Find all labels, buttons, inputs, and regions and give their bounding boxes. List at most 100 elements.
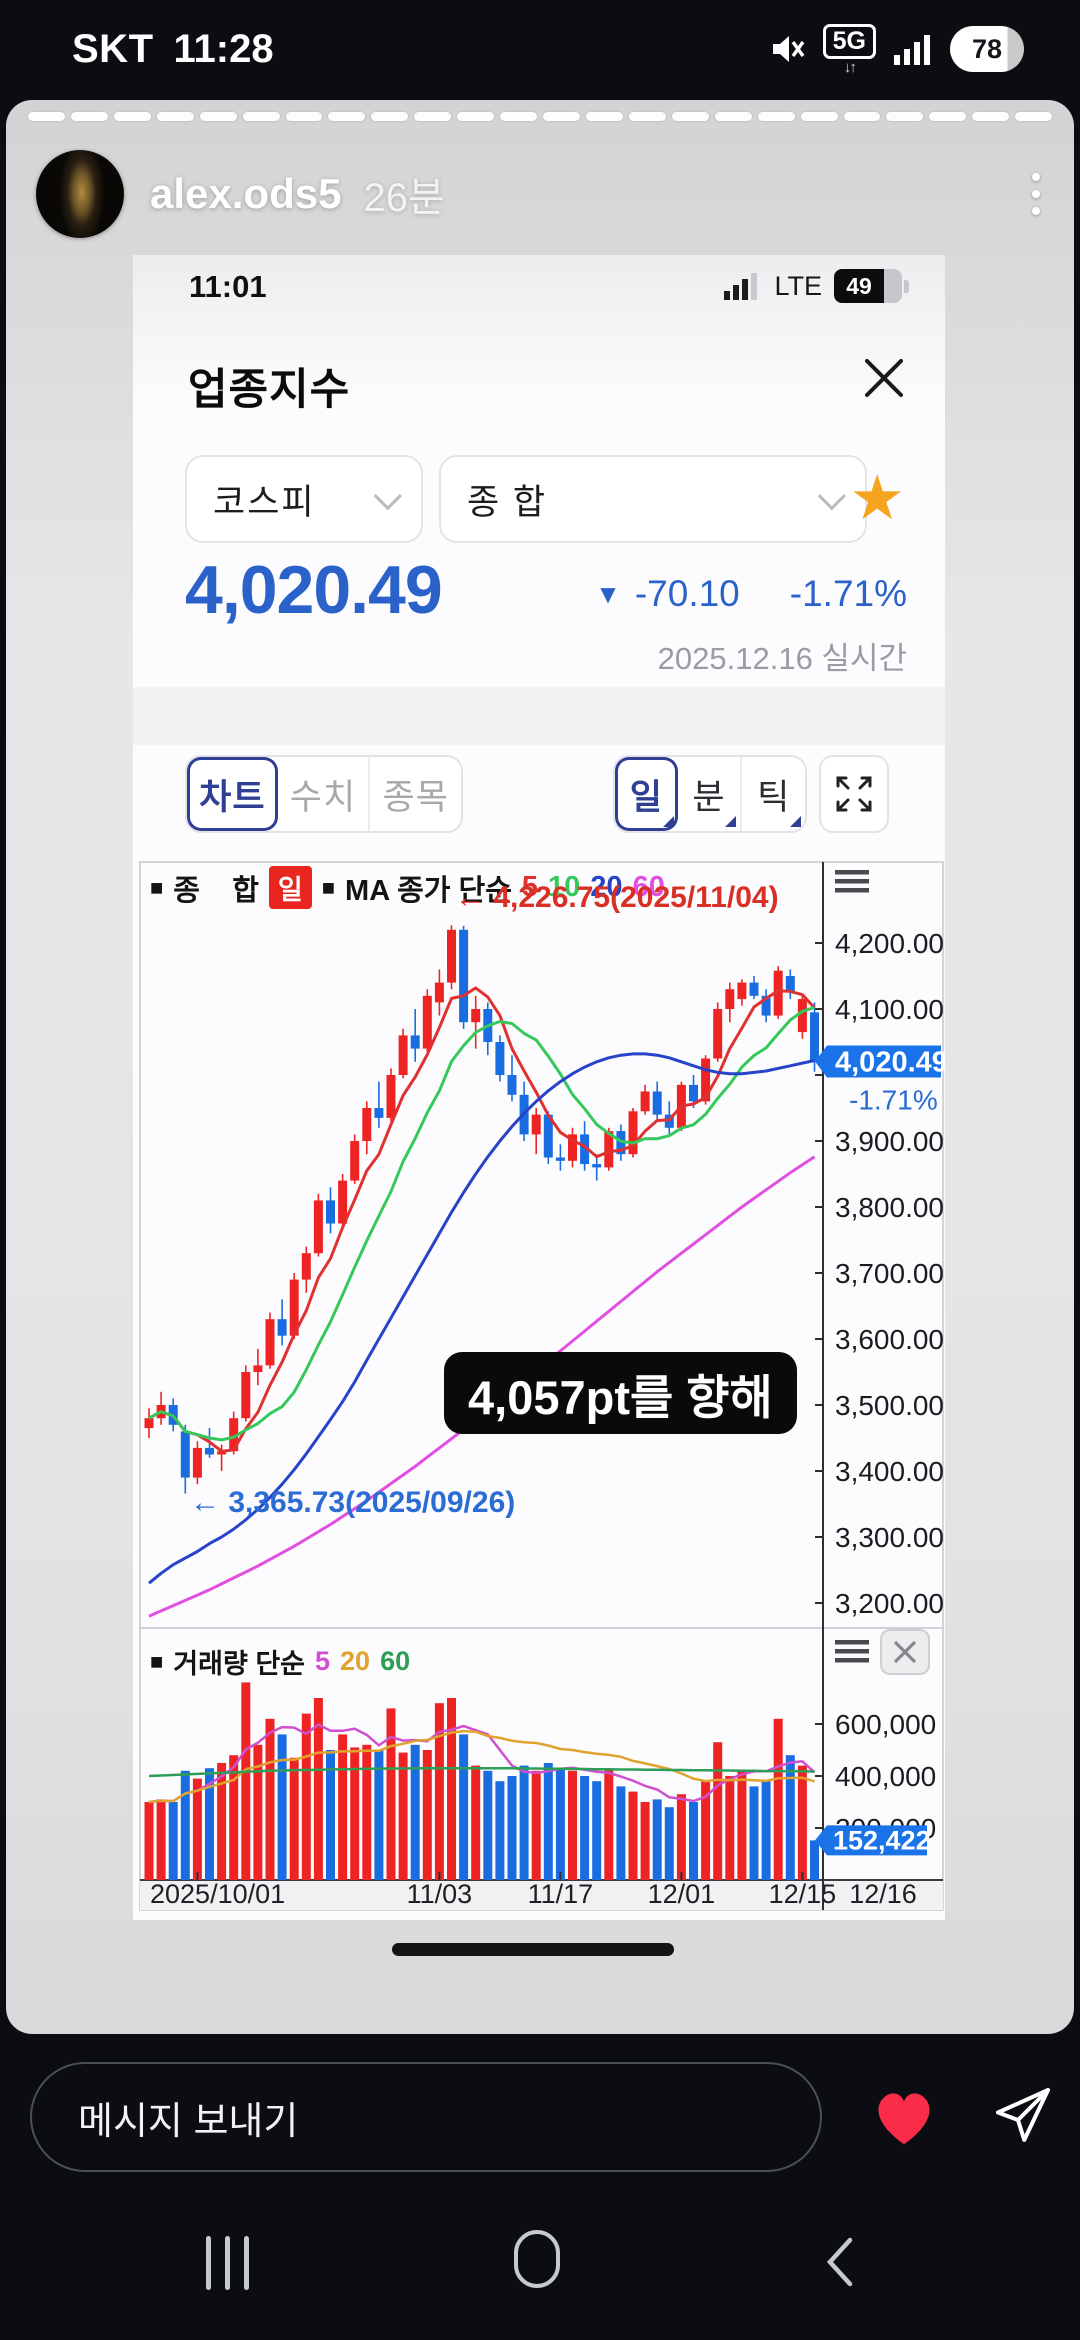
story-caption: 4,057pt를 향해 xyxy=(444,1352,797,1434)
favorite-star-icon[interactable]: ★ xyxy=(849,464,905,533)
phone-status-bar: 11:01 LTE 49 xyxy=(133,263,945,311)
story-progress-segment xyxy=(28,112,65,121)
story-progress-segment xyxy=(242,112,280,121)
tab-minute[interactable]: 분 xyxy=(678,757,741,831)
nav-home-button[interactable] xyxy=(514,2230,560,2288)
tab-stocks[interactable]: 종목 xyxy=(368,757,461,831)
svg-text:11/17: 11/17 xyxy=(528,1879,594,1909)
like-heart-icon[interactable] xyxy=(868,2080,940,2152)
story-progress-segment xyxy=(543,112,580,121)
volume-close-button[interactable] xyxy=(880,1629,930,1675)
chevron-down-icon xyxy=(817,482,846,511)
page-title: 업종지수 xyxy=(188,366,351,414)
clock: 11:28 xyxy=(173,26,274,71)
story-progress-segment xyxy=(886,112,924,121)
story-progress-segment xyxy=(628,112,666,121)
fullscreen-button[interactable] xyxy=(819,755,889,833)
svg-text:2025/10/01: 2025/10/01 xyxy=(150,1879,285,1909)
battery-indicator: 78 xyxy=(950,26,1024,72)
chart-area[interactable]: 4,200.00 4,100.00 3,900.00 3,800.00 3,700.00… xyxy=(133,858,945,1920)
signal-icon xyxy=(894,35,930,65)
svg-text:12/15: 12/15 xyxy=(769,1879,837,1909)
chart-menu-icon[interactable] xyxy=(835,870,869,893)
mute-icon xyxy=(772,36,805,62)
story-progress-segment xyxy=(800,112,838,121)
quote-timestamp: 2025.12.16 실시간 xyxy=(657,641,907,676)
current-volume-badge: 152,422 xyxy=(815,1825,931,1856)
story-username[interactable]: alex.ods5 xyxy=(150,170,342,217)
story-progress-segment xyxy=(929,112,967,121)
index-dropdown[interactable]: 종 합 xyxy=(439,455,867,543)
svg-text:3,700.00: 3,700.00 xyxy=(835,1258,944,1289)
story-progress-segment xyxy=(585,112,623,121)
carrier-label: SKT xyxy=(72,26,154,71)
story-progress-bar xyxy=(28,112,1053,121)
story-progress-segment xyxy=(113,112,151,121)
fullscreen-icon xyxy=(836,776,872,812)
tab-daily[interactable]: 일 xyxy=(615,757,678,831)
5g-icon: 5G ↓↑ xyxy=(822,23,876,75)
story-progress-segment xyxy=(671,112,709,121)
svg-text:3,400.00: 3,400.00 xyxy=(835,1456,944,1487)
close-icon[interactable] xyxy=(859,353,909,403)
chevron-down-icon xyxy=(373,482,402,511)
story-progress-segment xyxy=(843,112,881,121)
change-value: -70.10 xyxy=(634,573,740,614)
svg-text:600,000: 600,000 xyxy=(835,1709,936,1740)
svg-text:4,100.00: 4,100.00 xyxy=(835,994,944,1025)
story-progress-segment xyxy=(328,112,366,121)
nav-recents-button[interactable] xyxy=(206,2236,249,2290)
index-price: 4,020.49 xyxy=(185,552,443,628)
story-progress-segment xyxy=(70,112,108,121)
avatar[interactable] xyxy=(36,150,124,238)
message-input[interactable]: 메시지 보내기 xyxy=(30,2062,822,2172)
nav-back-button[interactable] xyxy=(820,2234,860,2290)
volume-label: 거래량 단순 xyxy=(173,1649,305,1679)
story-progress-segment xyxy=(500,112,538,121)
svg-text:3,200.00: 3,200.00 xyxy=(835,1588,944,1619)
svg-text:11/03: 11/03 xyxy=(407,1879,473,1909)
svg-text:4,020.49: 4,020.49 xyxy=(835,1047,945,1079)
series-name: 종 합 xyxy=(173,874,259,907)
share-plane-icon[interactable] xyxy=(988,2080,1058,2150)
story-progress-segment xyxy=(757,112,795,121)
svg-text:-1.71%: -1.71% xyxy=(849,1085,938,1116)
tab-values[interactable]: 수치 xyxy=(289,777,357,817)
change-percent: -1.71% xyxy=(789,573,907,614)
story-progress-segment xyxy=(1015,112,1053,121)
svg-text:12/16: 12/16 xyxy=(849,1879,917,1909)
phone-clock: 11:01 xyxy=(189,269,267,304)
story-progress-segment xyxy=(457,112,495,121)
svg-text:3,800.00: 3,800.00 xyxy=(835,1192,944,1223)
story-progress-segment xyxy=(972,112,1010,121)
story-progress-segment xyxy=(371,112,409,121)
message-placeholder: 메시지 보내기 xyxy=(78,2100,299,2143)
chart-svg[interactable]: 4,200.00 4,100.00 3,900.00 3,800.00 3,700.00… xyxy=(133,858,945,1920)
story-header: alex.ods5 26분 xyxy=(36,146,1046,242)
tab-tick[interactable]: 틱 xyxy=(740,757,805,831)
volume-menu-icon[interactable] xyxy=(835,1640,869,1663)
story-timestamp: 26분 xyxy=(363,176,445,220)
phone-battery-indicator: 49 xyxy=(834,269,909,303)
price-change: ▼ -70.10 -1.71% xyxy=(595,573,907,615)
svg-text:400,000: 400,000 xyxy=(835,1761,936,1792)
story-progress-segment xyxy=(714,112,752,121)
view-tabs: 차트 수치 종목 xyxy=(185,755,463,833)
main-chart-legend: ■ 종 합 일 ■ MA 종가 단순 5 10 20 60 xyxy=(150,866,665,909)
low-annotation: ← 3,365.73(2025/09/26) xyxy=(190,1486,516,1519)
high-annotation: ← 4,226.75(2025/11/04) xyxy=(455,881,779,914)
phone-signal-icon xyxy=(724,273,758,300)
lte-label: LTE xyxy=(774,270,822,301)
tab-chart[interactable]: 차트 xyxy=(187,757,278,831)
market-dropdown[interactable]: 코스피 xyxy=(185,455,423,543)
svg-text:3,900.00: 3,900.00 xyxy=(835,1126,944,1157)
svg-text:3,600.00: 3,600.00 xyxy=(835,1324,944,1355)
home-indicator-bar xyxy=(392,1943,674,1956)
story-options-icon[interactable] xyxy=(1026,167,1046,221)
story-progress-segment xyxy=(199,112,237,121)
section-divider xyxy=(133,687,945,745)
status-icons: 5G ↓↑ 78 xyxy=(767,23,1024,75)
svg-text:3,300.00: 3,300.00 xyxy=(835,1522,944,1553)
story-progress-segment xyxy=(156,112,194,121)
period-tabs: 일 분 틱 xyxy=(613,755,807,833)
